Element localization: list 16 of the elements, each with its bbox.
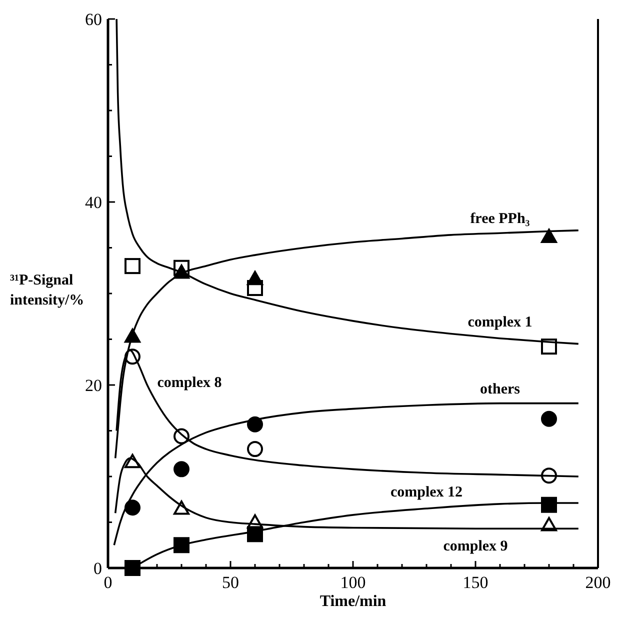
y-axis-title: ³¹P-Signal intensity/% <box>10 272 84 308</box>
x-tick-label: 50 <box>222 573 239 592</box>
y-tick-label: 20 <box>85 376 102 395</box>
y-tick-label: 60 <box>85 10 102 29</box>
series-label: others <box>480 381 520 398</box>
series-label: complex 1 <box>468 314 532 330</box>
x-tick-label: 200 <box>585 573 611 592</box>
series-label: complex 8 <box>157 375 222 391</box>
x-tick-label: 100 <box>340 573 366 592</box>
series-label: free PPh₃ <box>470 211 530 228</box>
series-label: complex 12 <box>390 484 463 501</box>
y-tick-label: 0 <box>94 559 102 578</box>
x-tick-label: 150 <box>462 573 488 592</box>
y-tick-label: 40 <box>85 193 102 212</box>
series-label: complex 9 <box>443 538 508 555</box>
x-axis-title: Time/min <box>320 593 386 610</box>
